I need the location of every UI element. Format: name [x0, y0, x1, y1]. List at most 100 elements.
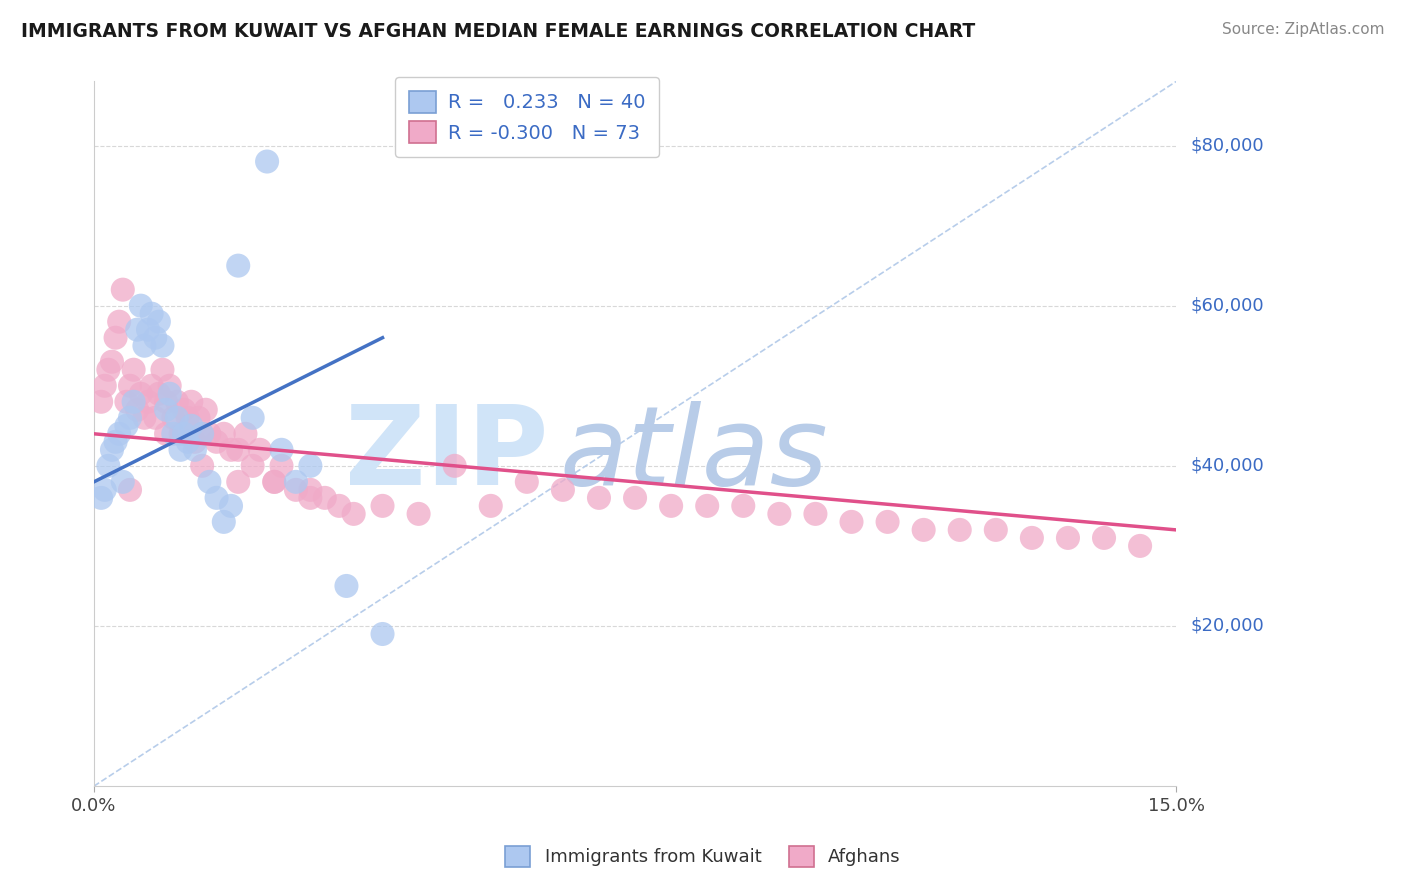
Point [90, 394, 112, 409]
Point [299, 491, 322, 505]
Point [136, 394, 159, 409]
Point [104, 434, 127, 449]
Point [155, 394, 177, 409]
Point [152, 363, 174, 377]
Text: $80,000: $80,000 [1191, 136, 1264, 154]
Point [226, 475, 249, 489]
Point [122, 394, 145, 409]
Point [169, 426, 191, 441]
Point [173, 426, 195, 441]
Point [984, 523, 1007, 537]
Point [184, 442, 207, 457]
Point [148, 315, 170, 329]
Point [159, 378, 181, 392]
Point [134, 410, 156, 425]
Point [284, 475, 307, 489]
Point [143, 331, 166, 345]
Point [143, 410, 166, 425]
Point [180, 418, 202, 433]
Point [187, 410, 209, 425]
Point [155, 402, 177, 417]
Point [129, 299, 152, 313]
Point [328, 499, 350, 513]
Point [173, 402, 195, 417]
Point [108, 426, 131, 441]
Point [235, 426, 257, 441]
Point [198, 426, 221, 441]
Point [1129, 539, 1152, 553]
Point [115, 418, 138, 433]
Point [136, 323, 159, 337]
Text: $60,000: $60,000 [1191, 297, 1264, 315]
Point [115, 394, 138, 409]
Text: atlas: atlas [560, 401, 828, 508]
Point [166, 410, 188, 425]
Point [212, 515, 235, 529]
Point [479, 499, 502, 513]
Point [804, 507, 827, 521]
Point [191, 426, 214, 441]
Point [408, 507, 430, 521]
Point [212, 426, 235, 441]
Point [122, 363, 145, 377]
Point [148, 386, 170, 401]
Point [335, 579, 357, 593]
Point [162, 410, 184, 425]
Point [299, 483, 322, 497]
Point [152, 339, 174, 353]
Point [194, 402, 217, 417]
Point [127, 402, 149, 417]
Point [371, 627, 394, 641]
Point [198, 475, 221, 489]
Point [1057, 531, 1080, 545]
Point [912, 523, 935, 537]
Point [141, 307, 163, 321]
Point [177, 434, 200, 449]
Point [118, 410, 141, 425]
Point [118, 378, 141, 392]
Point [184, 434, 207, 449]
Point [169, 442, 191, 457]
Point [226, 442, 249, 457]
Point [94, 378, 117, 392]
Point [104, 331, 127, 345]
Point [108, 315, 131, 329]
Point [118, 483, 141, 497]
Point [696, 499, 718, 513]
Point [768, 507, 790, 521]
Point [343, 507, 366, 521]
Point [177, 410, 200, 425]
Point [624, 491, 647, 505]
Point [242, 458, 264, 473]
Point [180, 394, 202, 409]
Point [1021, 531, 1043, 545]
Point [371, 499, 394, 513]
Point [101, 442, 124, 457]
Point [111, 475, 134, 489]
Point [314, 491, 336, 505]
Point [191, 458, 214, 473]
Point [219, 499, 242, 513]
Point [263, 475, 285, 489]
Text: IMMIGRANTS FROM KUWAIT VS AFGHAN MEDIAN FEMALE EARNINGS CORRELATION CHART: IMMIGRANTS FROM KUWAIT VS AFGHAN MEDIAN … [21, 22, 976, 41]
Point [134, 339, 156, 353]
Point [127, 323, 149, 337]
Point [249, 442, 271, 457]
Point [162, 426, 184, 441]
Point [659, 499, 682, 513]
Point [733, 499, 755, 513]
Point [284, 483, 307, 497]
Point [299, 458, 322, 473]
Point [94, 483, 117, 497]
Point [111, 283, 134, 297]
Point [219, 442, 242, 457]
Point [97, 363, 120, 377]
Point [949, 523, 972, 537]
Point [159, 386, 181, 401]
Point [588, 491, 610, 505]
Point [516, 475, 538, 489]
Point [155, 426, 177, 441]
Point [263, 475, 285, 489]
Point [101, 355, 124, 369]
Point [97, 458, 120, 473]
